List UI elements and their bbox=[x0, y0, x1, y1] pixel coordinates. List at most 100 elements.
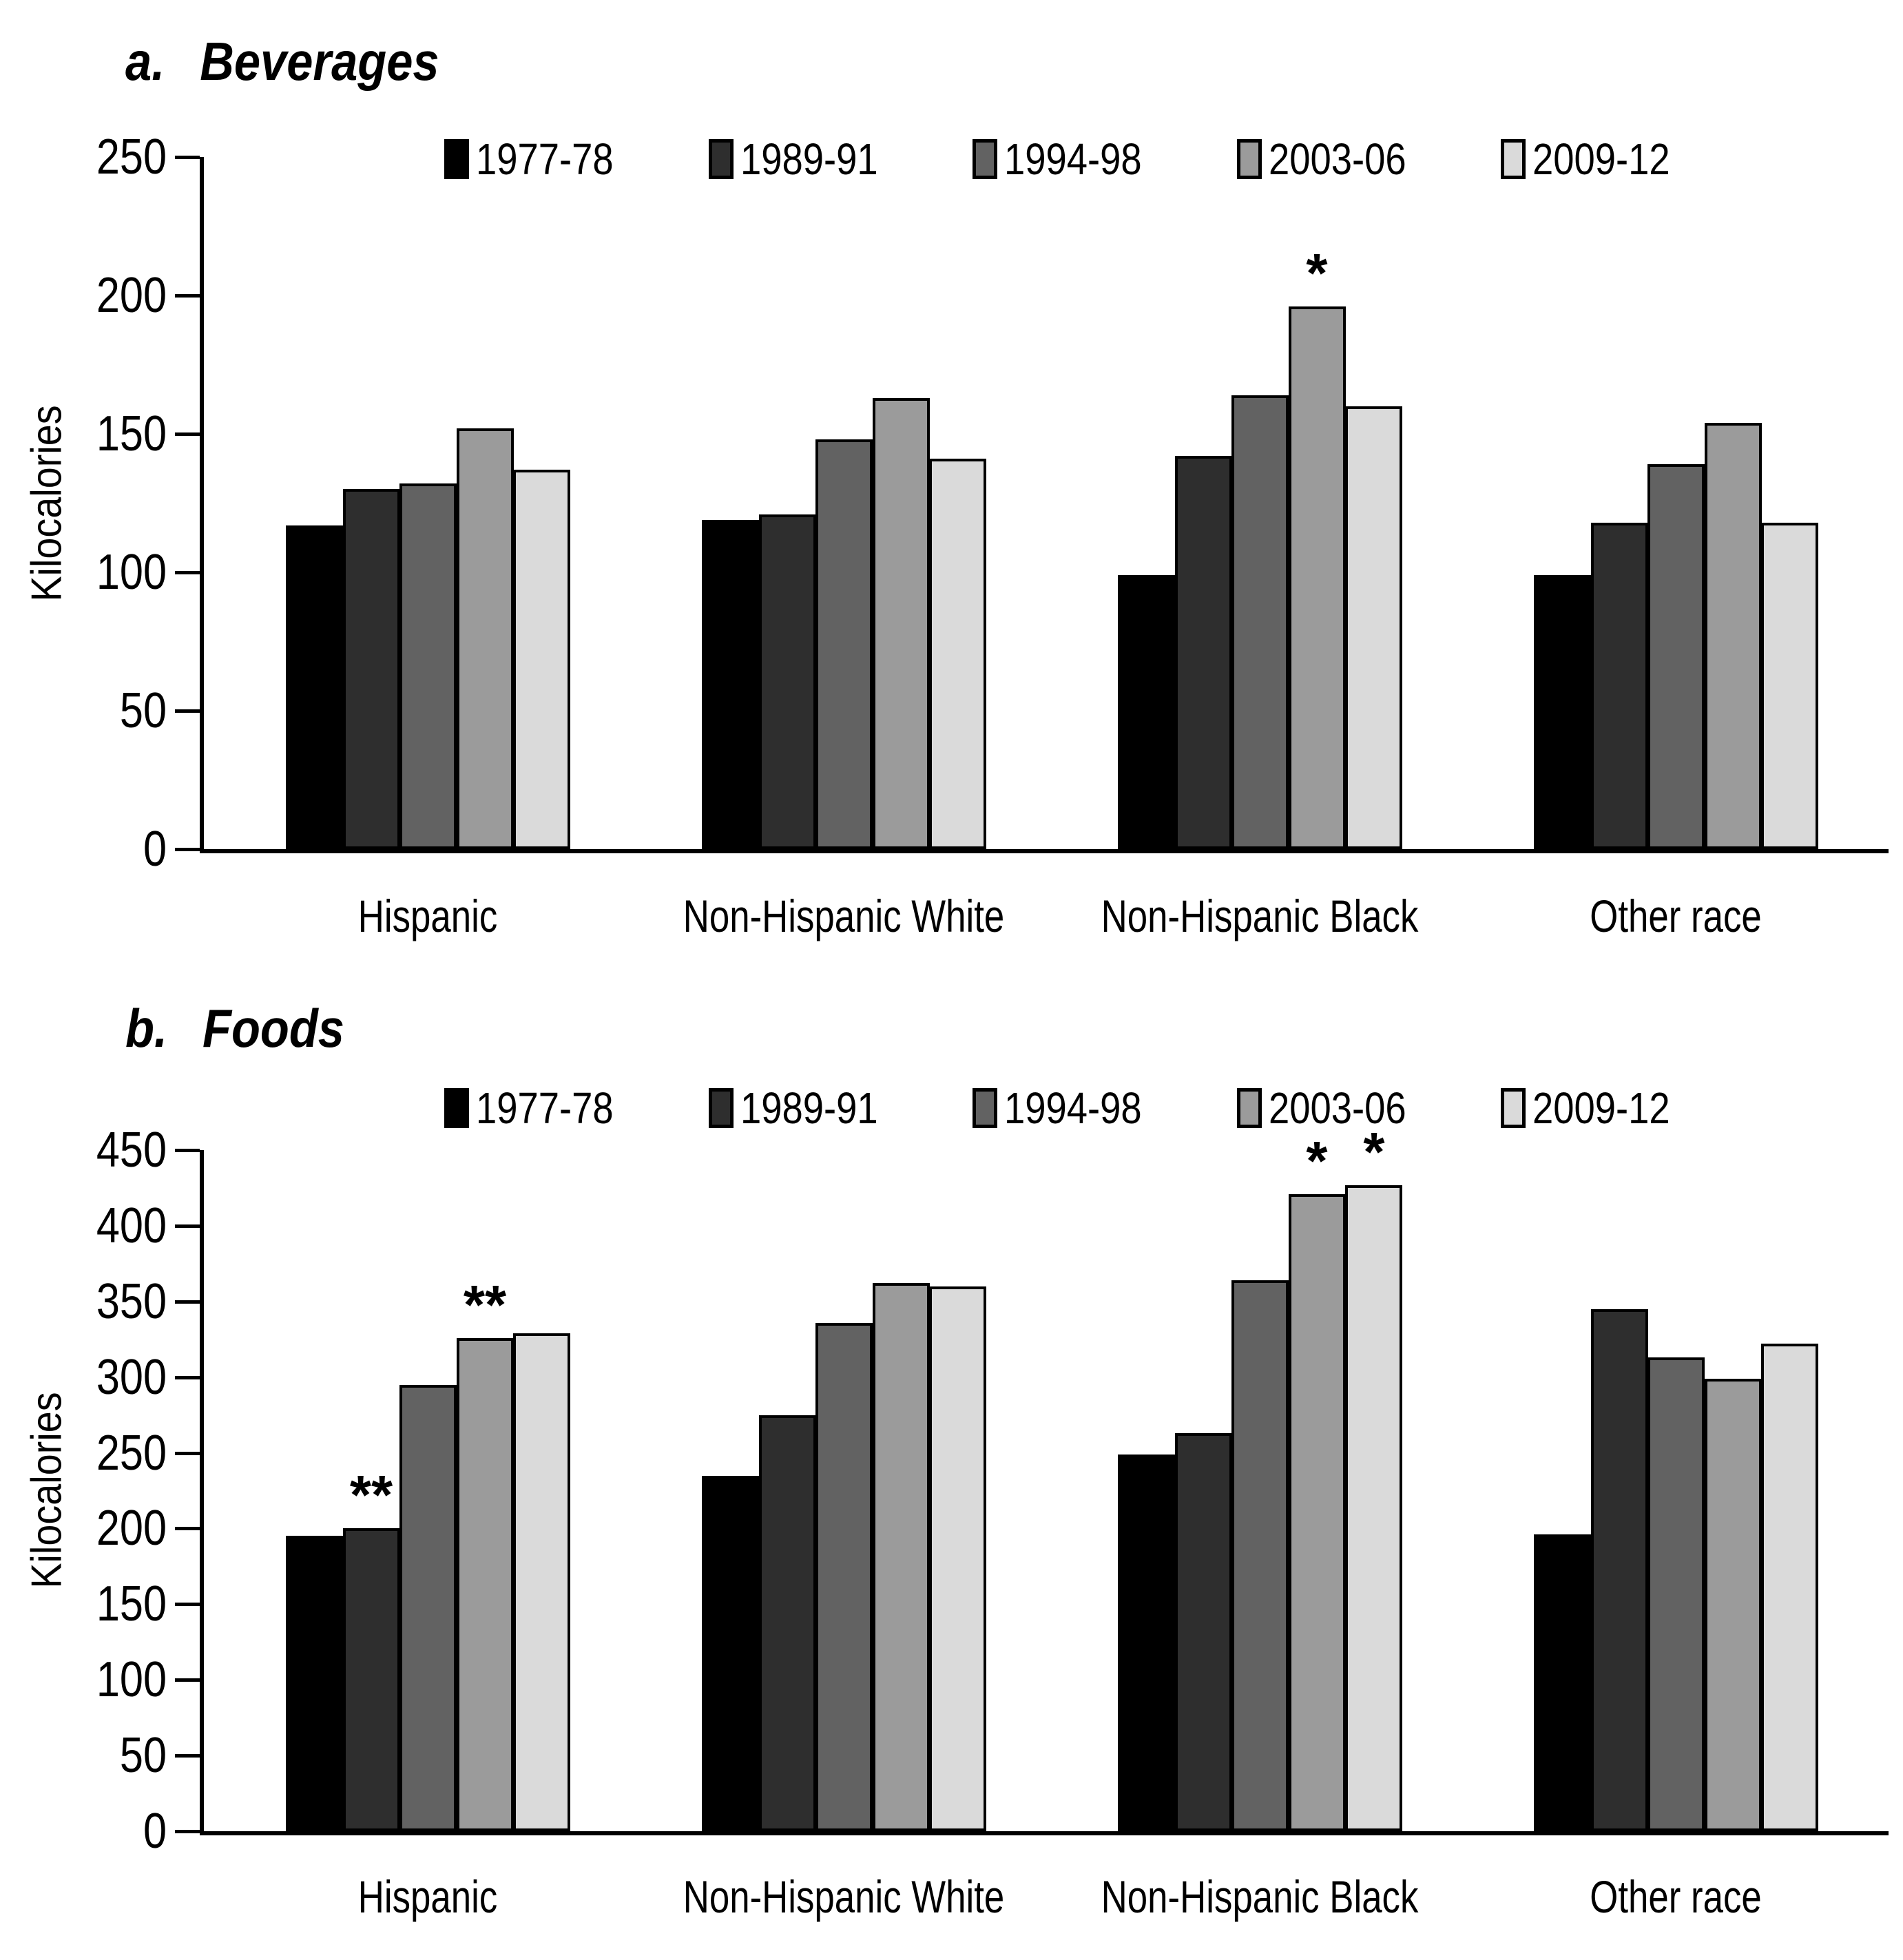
legend-entry-1989-91: 1989-91 bbox=[708, 1083, 902, 1134]
y-tick-beverages-100 bbox=[175, 571, 200, 574]
bar-non-hispanic-black-1989-91 bbox=[1175, 456, 1232, 849]
y-axis-title-foods: Kilocalories bbox=[23, 1392, 71, 1589]
bar-other-race-2009-12 bbox=[1761, 1344, 1818, 1831]
bar-non-hispanic-black-1994-98 bbox=[1231, 395, 1289, 849]
bar-other-race-1989-91 bbox=[1591, 523, 1648, 849]
y-tick-label-beverages-0: 0 bbox=[143, 822, 167, 877]
x-category-foods-other-race: Other race bbox=[1590, 1871, 1762, 1922]
y-tick-foods-50 bbox=[175, 1754, 200, 1758]
bar-non-hispanic-black-2009-12 bbox=[1345, 406, 1402, 849]
y-tick-label-beverages-150: 150 bbox=[96, 406, 167, 461]
y-tick-label-beverages-200: 200 bbox=[96, 268, 167, 323]
legend-swatch-1989-91 bbox=[708, 139, 734, 179]
bar-non-hispanic-white-1989-91 bbox=[759, 514, 816, 849]
bar-non-hispanic-white-1977-78 bbox=[702, 520, 759, 849]
panel-title-text: Foods bbox=[202, 998, 344, 1059]
bar-other-race-1994-98 bbox=[1647, 464, 1705, 849]
bar-hispanic-2009-12 bbox=[513, 1333, 570, 1831]
bar-non-hispanic-black-1977-78 bbox=[1118, 1455, 1175, 1831]
bar-other-race-1977-78 bbox=[1534, 575, 1591, 849]
panel-label: a. bbox=[125, 31, 165, 92]
legend-entry-2009-12: 2009-12 bbox=[1501, 134, 1694, 185]
annotation-foods-non-hispanic-black-2009-12: * bbox=[1363, 1121, 1385, 1182]
y-tick-label-foods-300: 300 bbox=[96, 1350, 167, 1405]
y-tick-label-foods-350: 350 bbox=[96, 1274, 167, 1329]
y-axis-title-beverages: Kilocalories bbox=[23, 405, 71, 602]
bar-non-hispanic-white-2003-06 bbox=[873, 398, 930, 849]
bar-hispanic-1977-78 bbox=[286, 1536, 343, 1831]
bar-non-hispanic-white-1994-98 bbox=[815, 1323, 873, 1831]
bar-non-hispanic-black-1989-91 bbox=[1175, 1433, 1232, 1831]
legend-entry-2003-06: 2003-06 bbox=[1236, 1083, 1431, 1134]
y-tick-label-foods-50: 50 bbox=[119, 1728, 167, 1783]
y-tick-beverages-250 bbox=[175, 156, 200, 159]
y-tick-label-beverages-250: 250 bbox=[96, 129, 167, 185]
y-tick-label-foods-150: 150 bbox=[96, 1576, 167, 1631]
bar-hispanic-2009-12 bbox=[513, 470, 570, 849]
legend-foods: 1977-78 1989-91 1994-98 2003-06 2009-12 bbox=[444, 1083, 1694, 1134]
legend-entry-1994-98: 1994-98 bbox=[973, 1083, 1166, 1134]
legend-entry-2003-06: 2003-06 bbox=[1236, 134, 1431, 185]
legend-swatch-2009-12 bbox=[1501, 1088, 1526, 1128]
bar-non-hispanic-black-1977-78 bbox=[1118, 575, 1175, 849]
bar-non-hispanic-white-1977-78 bbox=[702, 1476, 759, 1831]
bar-other-race-1989-91 bbox=[1591, 1309, 1648, 1831]
annotation-foods-non-hispanic-black-2003-06: * bbox=[1306, 1130, 1328, 1191]
legend-entry-1989-91: 1989-91 bbox=[708, 134, 902, 185]
bar-non-hispanic-white-1989-91 bbox=[759, 1415, 816, 1831]
y-axis-foods bbox=[200, 1150, 204, 1835]
legend-swatch-1977-78 bbox=[444, 139, 469, 179]
legend-swatch-1989-91 bbox=[708, 1088, 734, 1128]
x-category-beverages-non-hispanic-white: Non-Hispanic White bbox=[683, 890, 1005, 941]
bar-hispanic-1994-98 bbox=[399, 1385, 457, 1831]
y-tick-beverages-150 bbox=[175, 432, 200, 436]
y-tick-label-foods-0: 0 bbox=[143, 1804, 167, 1859]
y-tick-foods-400 bbox=[175, 1224, 200, 1228]
y-tick-label-foods-100: 100 bbox=[96, 1652, 167, 1707]
y-axis-beverages bbox=[200, 157, 204, 853]
legend-swatch-1977-78 bbox=[444, 1088, 469, 1128]
x-category-foods-non-hispanic-black: Non-Hispanic Black bbox=[1101, 1871, 1419, 1922]
legend-label-1977-78: 1977-78 bbox=[476, 1083, 614, 1133]
bar-hispanic-1994-98 bbox=[399, 483, 457, 849]
legend-label-2009-12: 2009-12 bbox=[1532, 134, 1670, 184]
bar-non-hispanic-black-2003-06 bbox=[1289, 1194, 1346, 1831]
bar-hispanic-2003-06 bbox=[457, 428, 514, 849]
y-tick-foods-100 bbox=[175, 1678, 200, 1682]
y-tick-beverages-50 bbox=[175, 709, 200, 713]
legend-label-1989-91: 1989-91 bbox=[740, 1083, 878, 1133]
y-tick-label-beverages-50: 50 bbox=[119, 683, 167, 738]
legend-swatch-2003-06 bbox=[1236, 1088, 1262, 1128]
annotation-beverages-non-hispanic-black-2003-06: * bbox=[1306, 242, 1328, 304]
bar-non-hispanic-white-2009-12 bbox=[929, 1286, 986, 1831]
y-tick-label-foods-200: 200 bbox=[96, 1501, 167, 1556]
x-category-beverages-non-hispanic-black: Non-Hispanic Black bbox=[1101, 890, 1419, 941]
bar-other-race-1994-98 bbox=[1647, 1357, 1705, 1831]
y-tick-label-foods-250: 250 bbox=[96, 1426, 167, 1481]
legend-swatch-2009-12 bbox=[1501, 139, 1526, 179]
legend-label-1989-91: 1989-91 bbox=[740, 134, 878, 184]
annotation-foods-hispanic-2003-06: ** bbox=[463, 1274, 507, 1335]
y-tick-foods-300 bbox=[175, 1376, 200, 1379]
y-tick-foods-450 bbox=[175, 1149, 200, 1152]
bar-non-hispanic-white-2003-06 bbox=[873, 1283, 930, 1831]
bar-non-hispanic-white-1994-98 bbox=[815, 439, 873, 849]
bar-non-hispanic-white-2009-12 bbox=[929, 459, 986, 849]
y-tick-beverages-200 bbox=[175, 294, 200, 298]
legend-label-1994-98: 1994-98 bbox=[1004, 134, 1142, 184]
legend-label-1977-78: 1977-78 bbox=[476, 134, 614, 184]
y-tick-foods-350 bbox=[175, 1300, 200, 1304]
y-tick-foods-250 bbox=[175, 1452, 200, 1455]
y-tick-label-foods-450: 450 bbox=[96, 1123, 167, 1178]
legend-entry-1994-98: 1994-98 bbox=[973, 134, 1166, 185]
x-axis-foods bbox=[200, 1831, 1889, 1835]
x-category-foods-hispanic: Hispanic bbox=[357, 1871, 498, 1922]
bar-non-hispanic-black-1994-98 bbox=[1231, 1280, 1289, 1831]
bar-other-race-2009-12 bbox=[1761, 523, 1818, 849]
panel-beverages-title: a. Beverages bbox=[125, 30, 439, 93]
bar-hispanic-1989-91 bbox=[343, 489, 400, 849]
legend-entry-2009-12: 2009-12 bbox=[1501, 1083, 1694, 1134]
legend-swatch-2003-06 bbox=[1236, 139, 1262, 179]
bar-other-race-1977-78 bbox=[1534, 1534, 1591, 1831]
legend-label-1994-98: 1994-98 bbox=[1004, 1083, 1142, 1133]
